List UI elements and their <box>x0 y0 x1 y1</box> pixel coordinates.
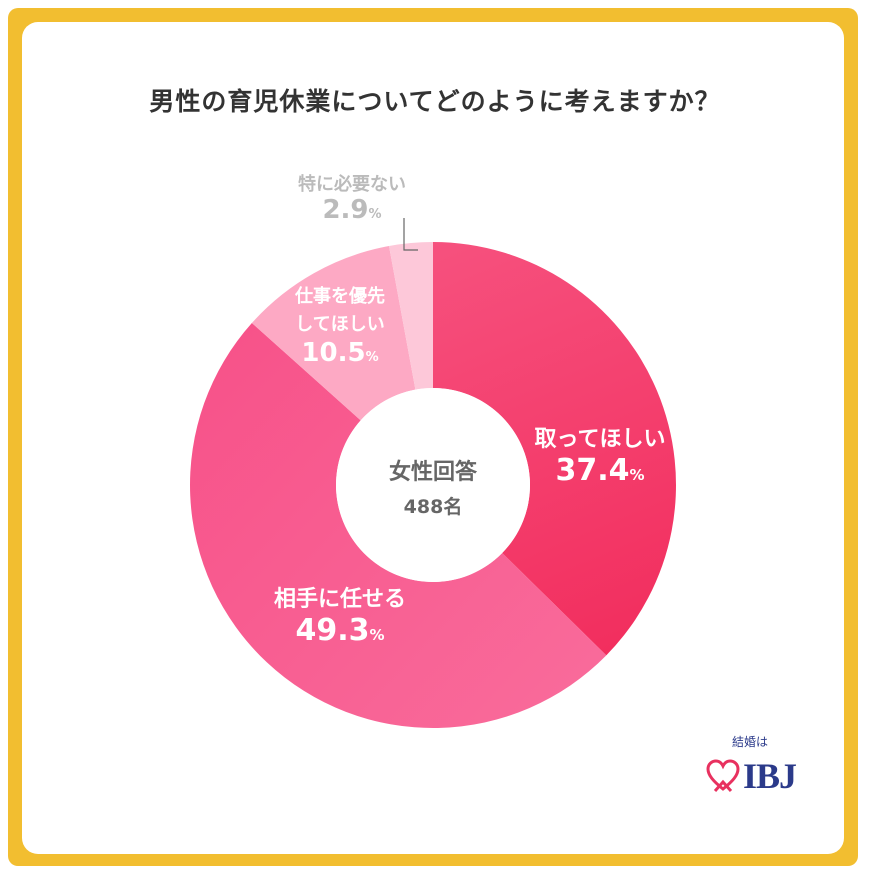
ibj-logo: IBJ <box>705 755 797 797</box>
donut-slice <box>389 242 433 390</box>
donut-hole <box>336 388 530 582</box>
slice-label: してほしい <box>295 314 384 335</box>
slice-label: 相手に任せる <box>274 586 406 612</box>
donut-slice <box>433 242 677 656</box>
logo-tagline: 結婚は <box>732 735 769 749</box>
chart-title: 男性の育児休業についてどのように考えますか？ <box>149 87 721 116</box>
logo-text: IBJ <box>743 756 797 796</box>
heart-icon <box>706 759 740 792</box>
leader-line <box>403 218 418 251</box>
donut-slice <box>189 323 607 729</box>
donut-slice <box>251 246 416 421</box>
slice-value: 37.4% <box>555 453 644 488</box>
slice-label: 取ってほしい <box>535 427 666 452</box>
slice-label: 特に必要ない <box>298 173 406 195</box>
center-label: 女性回答 <box>389 459 478 485</box>
slice-label: 仕事を優先 <box>294 285 385 307</box>
slice-value: 2.9% <box>322 195 381 225</box>
center-count: 488名 <box>404 495 463 518</box>
